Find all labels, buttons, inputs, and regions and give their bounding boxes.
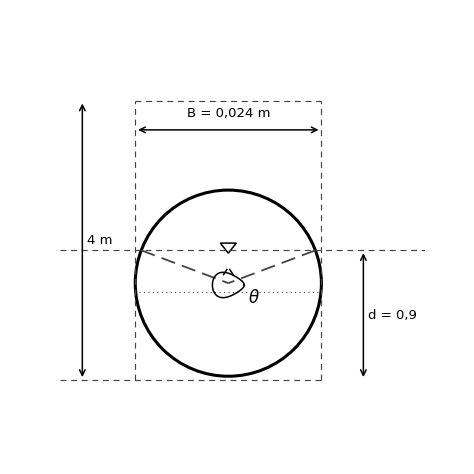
Text: d = 0,9: d = 0,9 xyxy=(368,309,417,321)
Text: $\theta$: $\theta$ xyxy=(248,289,260,307)
Text: B = 0,024 m: B = 0,024 m xyxy=(187,107,270,119)
Text: 4 m: 4 m xyxy=(87,234,112,247)
